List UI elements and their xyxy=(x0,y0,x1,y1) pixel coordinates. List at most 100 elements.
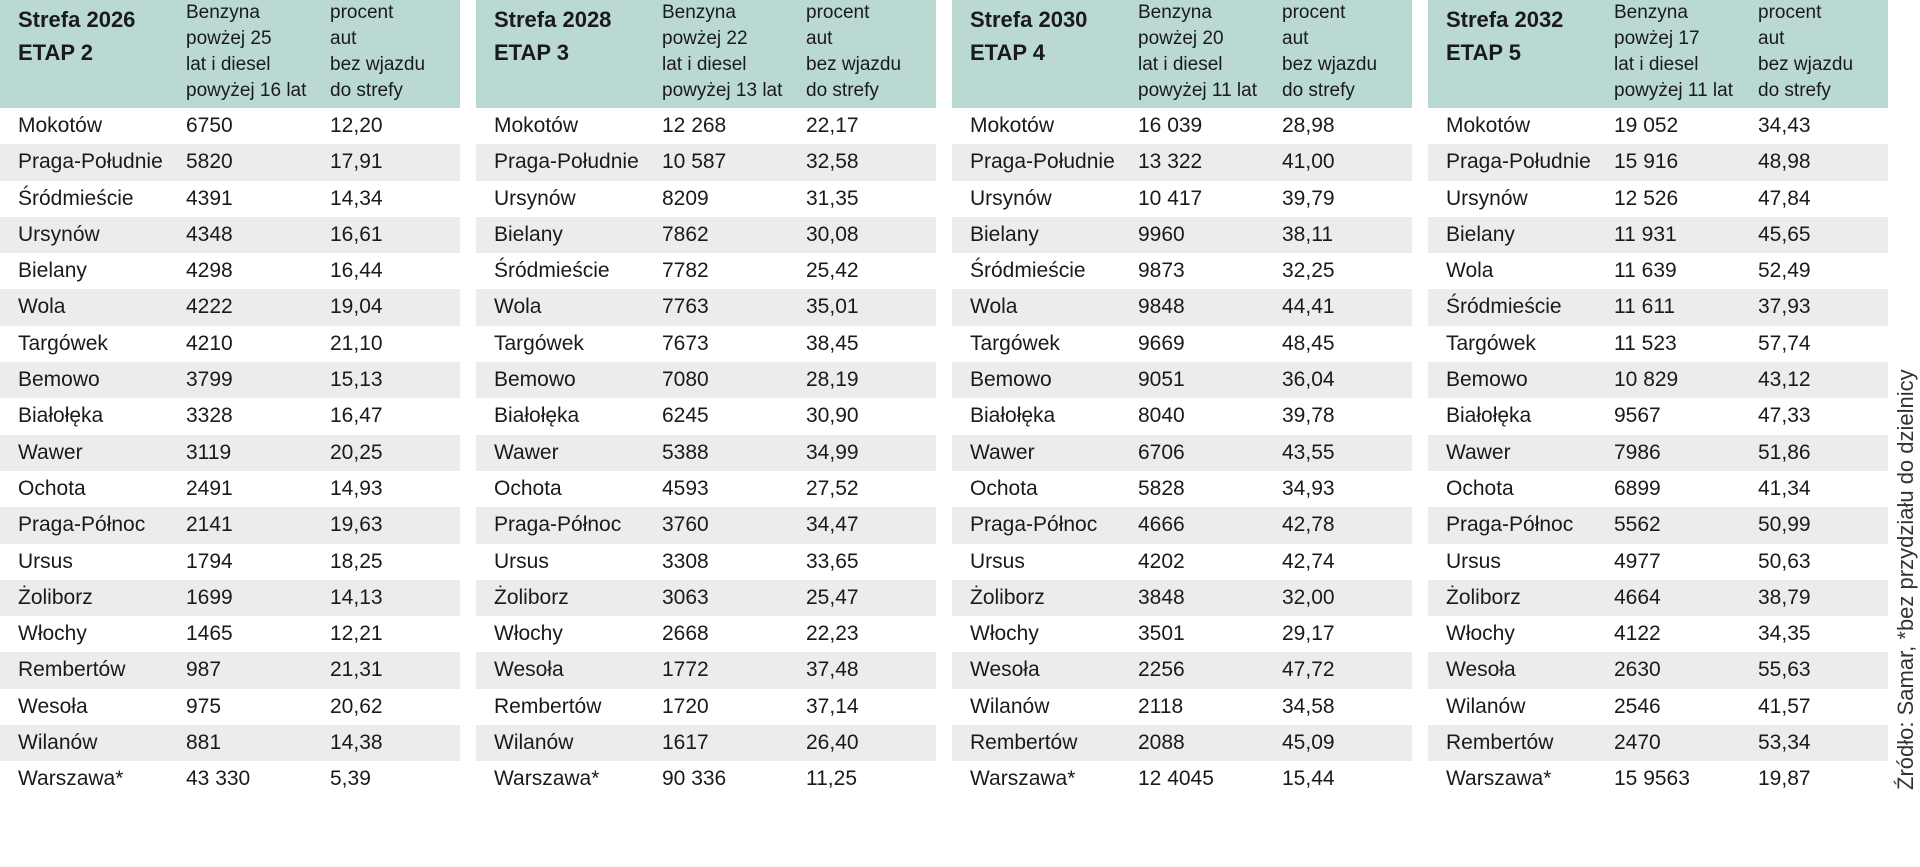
table-row: Rembertów 2470 53,34 xyxy=(1428,725,1888,762)
table-row: Ursus 4202 42,74 xyxy=(952,544,1412,580)
percent-value: 48,45 xyxy=(1282,331,1335,355)
column-header-line: do strefy xyxy=(806,80,879,101)
zone-title-year: Strefa 2030 xyxy=(970,7,1088,32)
zone-header: Strefa 2026 ETAP 2 Benzyna powżej 25 lat i d… xyxy=(0,0,460,108)
percent-value: 38,45 xyxy=(806,331,859,355)
district-name: Warszawa* xyxy=(970,767,1076,791)
vehicle-count: 6706 xyxy=(1138,440,1185,464)
column-header-line: bez wjazdu xyxy=(330,54,426,75)
column-header-line: procent xyxy=(806,2,870,23)
vehicle-count: 11 639 xyxy=(1614,259,1677,283)
percent-value: 18,25 xyxy=(330,549,383,573)
vehicle-count: 7862 xyxy=(662,222,709,246)
percent-value: 57,74 xyxy=(1758,331,1811,355)
district-name: Rembertów xyxy=(494,694,602,718)
vehicle-count: 4593 xyxy=(662,476,709,500)
column-header-line: bez wjazdu xyxy=(1282,54,1378,75)
column-header-line: powyżej 16 lat xyxy=(186,80,307,101)
district-name: Wawer xyxy=(970,440,1035,464)
percent-value: 42,74 xyxy=(1282,549,1335,573)
vehicle-count: 6750 xyxy=(186,114,233,137)
table-row: Wola 9848 44,41 xyxy=(952,289,1412,326)
column-header-vehicles: Benzyna powżej 25 lat i diesel powyżej 16 l… xyxy=(186,0,306,104)
district-name: Targówek xyxy=(970,331,1060,355)
vehicle-count: 3760 xyxy=(662,513,709,537)
percent-value: 19,04 xyxy=(330,295,383,319)
percent-value: 38,11 xyxy=(1282,222,1333,246)
vehicle-count: 3848 xyxy=(1138,585,1185,609)
table-row: Ursus 1794 18,25 xyxy=(0,544,460,580)
table-row: Włochy 3501 29,17 xyxy=(952,616,1412,652)
percent-value: 38,79 xyxy=(1758,585,1811,609)
district-name: Wesoła xyxy=(18,694,88,718)
vehicle-count: 4202 xyxy=(1138,549,1185,573)
percent-value: 53,34 xyxy=(1758,731,1811,755)
vehicle-count: 13 322 xyxy=(1138,150,1203,174)
district-name: Ursynów xyxy=(494,186,576,210)
column-header-line: powżej 25 xyxy=(186,28,272,49)
percent-value: 22,17 xyxy=(806,114,859,137)
percent-value: 47,33 xyxy=(1758,404,1811,428)
district-name: Wawer xyxy=(494,440,559,464)
column-header-line: lat i diesel xyxy=(1138,54,1223,75)
vehicle-count: 2668 xyxy=(662,622,709,646)
district-name: Bemowo xyxy=(494,368,576,392)
table-row: Śródmieście 9873 32,25 xyxy=(952,253,1412,289)
percent-value: 12,21 xyxy=(330,622,383,646)
vehicle-count: 9873 xyxy=(1138,259,1185,283)
vehicle-count: 4666 xyxy=(1138,513,1185,537)
vehicle-count: 3308 xyxy=(662,549,709,573)
percent-value: 20,62 xyxy=(330,694,383,718)
table-row: Wola 7763 35,01 xyxy=(476,289,936,326)
percent-value: 17,91 xyxy=(330,150,383,174)
table-row: Bemowo 7080 28,19 xyxy=(476,362,936,399)
table-row: Żoliborz 4664 38,79 xyxy=(1428,579,1888,617)
percent-value: 48,98 xyxy=(1758,150,1811,174)
district-name: Wesoła xyxy=(970,658,1040,682)
percent-value: 27,52 xyxy=(806,476,859,500)
table-row: Praga-Południe 15 916 48,98 xyxy=(1428,144,1888,181)
table-row: Warszawa* 12 4045 15,44 xyxy=(952,761,1412,797)
percent-value: 20,25 xyxy=(330,440,383,464)
vehicle-count: 1794 xyxy=(186,549,233,573)
district-name: Włochy xyxy=(1446,622,1515,646)
vehicle-count: 4977 xyxy=(1614,549,1661,573)
percent-value: 32,00 xyxy=(1282,585,1335,609)
vehicle-count: 15 916 xyxy=(1614,150,1679,174)
vehicle-count: 5828 xyxy=(1138,476,1185,500)
table-row: Praga-Północ 3760 34,47 xyxy=(476,507,936,544)
percent-value: 25,47 xyxy=(806,585,859,609)
percent-value: 32,58 xyxy=(806,150,859,174)
district-name: Ochota xyxy=(970,476,1038,500)
vehicle-count: 7782 xyxy=(662,259,709,283)
table-row: Śródmieście 4391 14,34 xyxy=(0,181,460,217)
district-name: Ursus xyxy=(494,549,549,573)
vehicle-count: 16 039 xyxy=(1138,114,1203,137)
table-row: Wola 4222 19,04 xyxy=(0,289,460,326)
district-name: Praga-Północ xyxy=(1446,513,1574,537)
district-name: Żoliborz xyxy=(18,585,93,609)
table-row: Rembertów 987 21,31 xyxy=(0,652,460,689)
zone-header: Strefa 2028 ETAP 3 Benzyna powżej 22 lat i d… xyxy=(476,0,936,108)
column-header-line: aut xyxy=(1282,28,1309,49)
vehicle-count: 3799 xyxy=(186,368,233,392)
vehicle-count: 1720 xyxy=(662,694,709,718)
table-row: Ursynów 10 417 39,79 xyxy=(952,181,1412,217)
table-row: Bielany 4298 16,44 xyxy=(0,253,460,289)
vehicle-count: 3328 xyxy=(186,404,233,428)
district-name: Praga-Południe xyxy=(970,150,1115,174)
percent-value: 52,49 xyxy=(1758,259,1811,283)
district-name: Bemowo xyxy=(970,368,1052,392)
vehicle-count: 6245 xyxy=(662,404,709,428)
district-name: Praga-Północ xyxy=(18,513,146,537)
district-name: Ursus xyxy=(1446,549,1501,573)
source-note: Źródło: Samar, *bez przydziału do dzieln… xyxy=(1893,369,1918,790)
district-name: Rembertów xyxy=(18,658,126,682)
vehicle-count: 11 523 xyxy=(1614,331,1677,355)
district-name: Ochota xyxy=(18,476,86,500)
table-row: Ursus 4977 50,63 xyxy=(1428,544,1888,580)
vehicle-count: 2118 xyxy=(1138,694,1184,718)
vehicle-count: 12 526 xyxy=(1614,186,1679,210)
percent-value: 45,65 xyxy=(1758,222,1811,246)
table-row: Mokotów 19 052 34,43 xyxy=(1428,108,1888,144)
